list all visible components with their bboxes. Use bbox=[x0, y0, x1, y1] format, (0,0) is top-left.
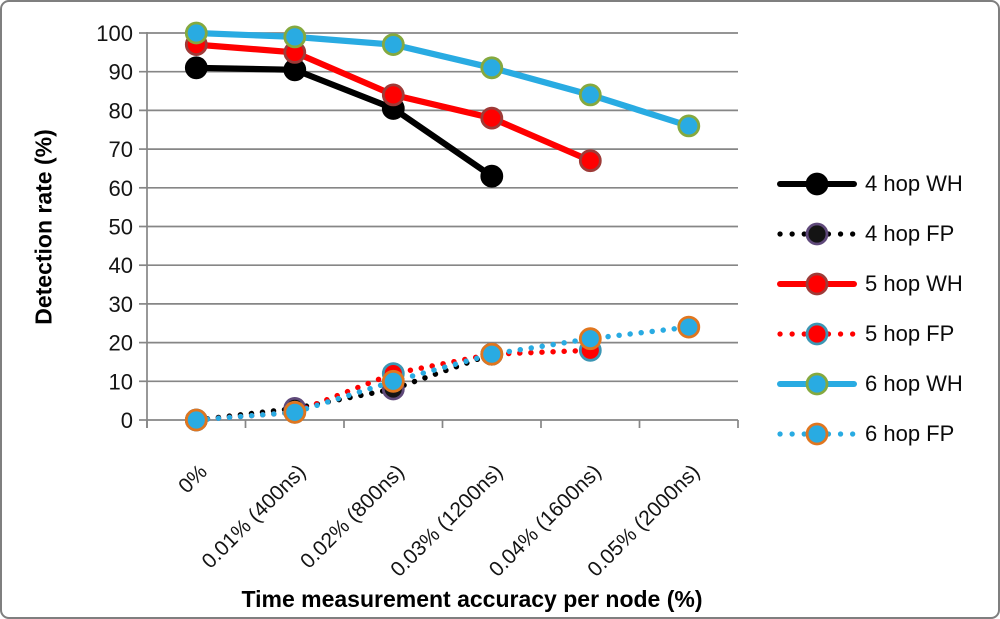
data-point-marker bbox=[677, 114, 701, 138]
legend-item-6-hop-wh: 6 hop WH bbox=[776, 359, 963, 409]
data-point-marker bbox=[283, 400, 307, 424]
legend-label: 4 hop FP bbox=[865, 221, 955, 246]
data-point-marker bbox=[184, 56, 208, 80]
data-point-marker bbox=[480, 56, 504, 80]
y-tick-label: 80 bbox=[109, 98, 133, 123]
legend-line-marker-icon bbox=[777, 422, 857, 446]
series-line bbox=[193, 351, 495, 423]
y-tick-label: 60 bbox=[109, 176, 133, 201]
legend-line-marker-icon bbox=[777, 172, 857, 196]
data-point-marker bbox=[184, 408, 208, 432]
data-point-marker bbox=[283, 25, 307, 49]
x-tick-label: 0% bbox=[174, 460, 212, 498]
series-line bbox=[193, 64, 495, 180]
series-line bbox=[193, 324, 692, 423]
legend-item-6-hop-fp: 6 hop FP bbox=[776, 409, 963, 459]
legend-marker bbox=[805, 172, 829, 196]
x-tick-label: 0.02% (800ns) bbox=[296, 460, 409, 573]
legend-line-marker-icon bbox=[777, 372, 857, 396]
legend-line-marker-icon bbox=[777, 322, 857, 346]
y-axis-title: Detection rate (%) bbox=[30, 129, 57, 325]
data-point-marker bbox=[677, 315, 701, 339]
y-tick-label: 100 bbox=[96, 21, 133, 46]
data-point-marker bbox=[184, 21, 208, 45]
y-tick-label: 90 bbox=[109, 60, 133, 85]
series-line bbox=[193, 29, 692, 130]
legend-item-5-hop-wh: 5 hop WH bbox=[776, 259, 963, 309]
legend: 4 hop WH 4 hop FP 5 hop WH 5 hop FP 6 ho… bbox=[776, 159, 963, 459]
data-point-marker bbox=[578, 149, 602, 173]
data-point-marker bbox=[480, 342, 504, 366]
legend-label: 5 hop WH bbox=[865, 271, 963, 296]
legend-line-marker-icon bbox=[777, 222, 857, 246]
y-tick-label: 30 bbox=[109, 292, 133, 317]
legend-label: 6 hop FP bbox=[865, 421, 955, 446]
y-tick-label: 10 bbox=[109, 369, 133, 394]
data-point-marker bbox=[381, 369, 405, 393]
y-tick-label: 70 bbox=[109, 137, 133, 162]
legend-line-marker-icon bbox=[777, 272, 857, 296]
legend-item-4-hop-fp: 4 hop FP bbox=[776, 209, 963, 259]
y-tick-label: 40 bbox=[109, 253, 133, 278]
legend-item-4-hop-wh: 4 hop WH bbox=[776, 159, 963, 209]
data-point-marker bbox=[381, 33, 405, 56]
legend-label: 5 hop FP bbox=[865, 321, 955, 346]
y-tick-label: 0 bbox=[121, 408, 133, 433]
legend-item-5-hop-fp: 5 hop FP bbox=[776, 309, 963, 359]
data-point-marker bbox=[578, 83, 602, 107]
legend-label: 4 hop WH bbox=[865, 171, 963, 196]
legend-marker bbox=[805, 272, 829, 296]
legend-marker bbox=[805, 222, 829, 246]
y-tick-label: 50 bbox=[109, 215, 133, 240]
data-point-marker bbox=[578, 327, 602, 351]
data-point-marker bbox=[480, 164, 504, 188]
x-tick-label: 0.01% (400ns) bbox=[197, 460, 310, 573]
legend-marker bbox=[805, 422, 829, 446]
legend-label: 6 hop WH bbox=[865, 371, 963, 396]
x-axis-title: Time measurement accuracy per node (%) bbox=[241, 586, 703, 612]
legend-marker bbox=[805, 372, 829, 396]
data-point-marker bbox=[480, 106, 504, 130]
legend-marker bbox=[805, 322, 829, 346]
data-point-marker bbox=[381, 83, 405, 107]
y-tick-label: 20 bbox=[109, 331, 133, 356]
